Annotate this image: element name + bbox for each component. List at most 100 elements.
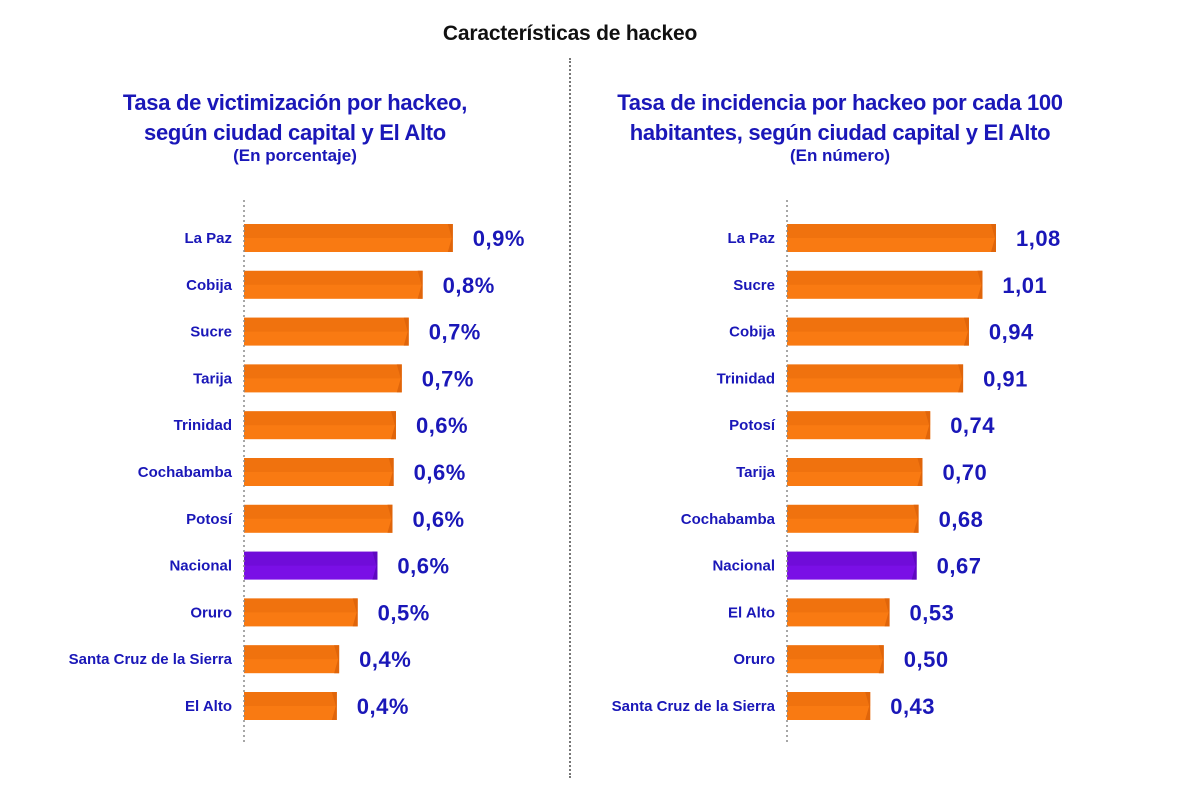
bar-end-bevel [963,317,969,346]
bar-end-bevel [352,598,358,627]
bar-group [787,458,923,486]
bar-end-bevel [925,411,931,440]
bar [244,411,396,440]
bar [787,504,919,533]
category-label: Potosí [186,511,233,528]
bar [244,270,423,299]
category-label: El Alto [728,604,775,621]
bar-group [787,364,964,393]
value-label: 0,43 [890,694,935,719]
bar-end-bevel [977,270,983,299]
category-label: Sucre [190,324,232,341]
bar [244,692,337,720]
bar-end-bevel [878,645,884,674]
bar-group [244,645,340,674]
bar [787,598,890,627]
chart-subtitle: (En número) [789,146,891,165]
value-label: 0,50 [904,647,949,672]
chart-title-line: Tasa de victimización por hackeo, [122,90,468,115]
category-label: Trinidad [174,417,232,434]
bar-top-shade [787,411,931,426]
bar [787,364,964,393]
bar-end-bevel [917,458,923,486]
chart-plot: La Paz 0,9% Cobija 0,8% Sucre 0,7% Tarija 0,7% T… [69,200,525,745]
category-label: Potosí [729,417,776,434]
value-label: 0,91 [983,366,1028,391]
bar-group [787,411,931,440]
bar-group [244,692,337,720]
bar-top-shade [787,692,871,706]
value-label: 0,53 [910,600,955,625]
bar-end-bevel [390,411,396,440]
category-label: Santa Cruz de la Sierra [612,698,776,715]
category-label: Sucre [733,277,775,294]
bar-top-shade [787,598,890,613]
bar [244,224,453,252]
value-label: 0,9% [473,226,525,251]
value-label: 1,08 [1016,226,1061,251]
bar [244,504,393,533]
bar [787,317,969,346]
bar [787,645,884,674]
bar-group [787,645,884,674]
bar-top-shade [787,317,969,332]
category-label: Tarija [736,464,776,481]
bar-group [244,364,402,393]
bar-group [244,458,394,486]
category-label: Santa Cruz de la Sierra [69,651,233,668]
chart-victimization: Tasa de victimización por hackeo, según … [0,0,570,801]
bar-group [244,224,453,252]
bar [244,598,358,627]
bar [787,692,871,720]
category-label: La Paz [184,230,232,247]
chart-title-line: habitantes, según ciudad capital y El Al… [629,120,1051,145]
bar-top-shade [244,270,423,285]
bar-top-shade [787,504,919,519]
category-label: El Alto [185,698,232,715]
category-label: Oruro [733,651,775,668]
bar-group-highlight [244,551,378,580]
value-label: 0,67 [937,554,982,579]
chart-subtitle: (En porcentaje) [233,146,357,165]
bar-group [244,411,396,440]
value-label: 0,7% [429,320,481,345]
category-label: Cobija [729,324,775,341]
bar-top-shade [787,458,923,472]
category-label: Trinidad [717,370,775,387]
bar-top-shade [244,411,396,426]
value-label: 0,74 [950,413,995,438]
value-label: 0,7% [422,366,474,391]
chart-title: Tasa de incidencia por hackeo por cada 1… [580,88,1100,148]
value-label: 1,01 [1002,273,1047,298]
chart-title-line: según ciudad capital y El Alto [144,120,446,145]
bar-end-bevel [958,364,964,393]
bar-top-shade [787,551,917,566]
chart-title: Tasa de victimización por hackeo, según … [60,88,530,148]
category-label: Cochabamba [681,511,776,528]
bar [787,458,923,486]
bar-group [787,270,983,299]
bar-end-bevel [884,598,890,627]
bar-group [787,504,919,533]
value-label: 0,68 [939,507,984,532]
bar-group [244,598,358,627]
category-label: La Paz [727,230,775,247]
bar-group [244,504,393,533]
bar-group [244,317,409,346]
bar-top-shade [244,364,402,379]
bar [244,458,394,486]
bar-end-bevel [387,504,393,533]
category-label: Cochabamba [138,464,233,481]
chart-title-line: Tasa de incidencia por hackeo por cada 1… [617,90,1063,115]
bar [787,551,917,580]
bar-end-bevel [372,551,378,580]
bar-end-bevel [447,224,453,252]
panel-divider [569,58,571,778]
bar-group [787,692,871,720]
bar-end-bevel [334,645,340,674]
bar-end-bevel [396,364,402,393]
bar-end-bevel [331,692,337,720]
bar-top-shade [787,270,983,285]
bar [787,411,931,440]
